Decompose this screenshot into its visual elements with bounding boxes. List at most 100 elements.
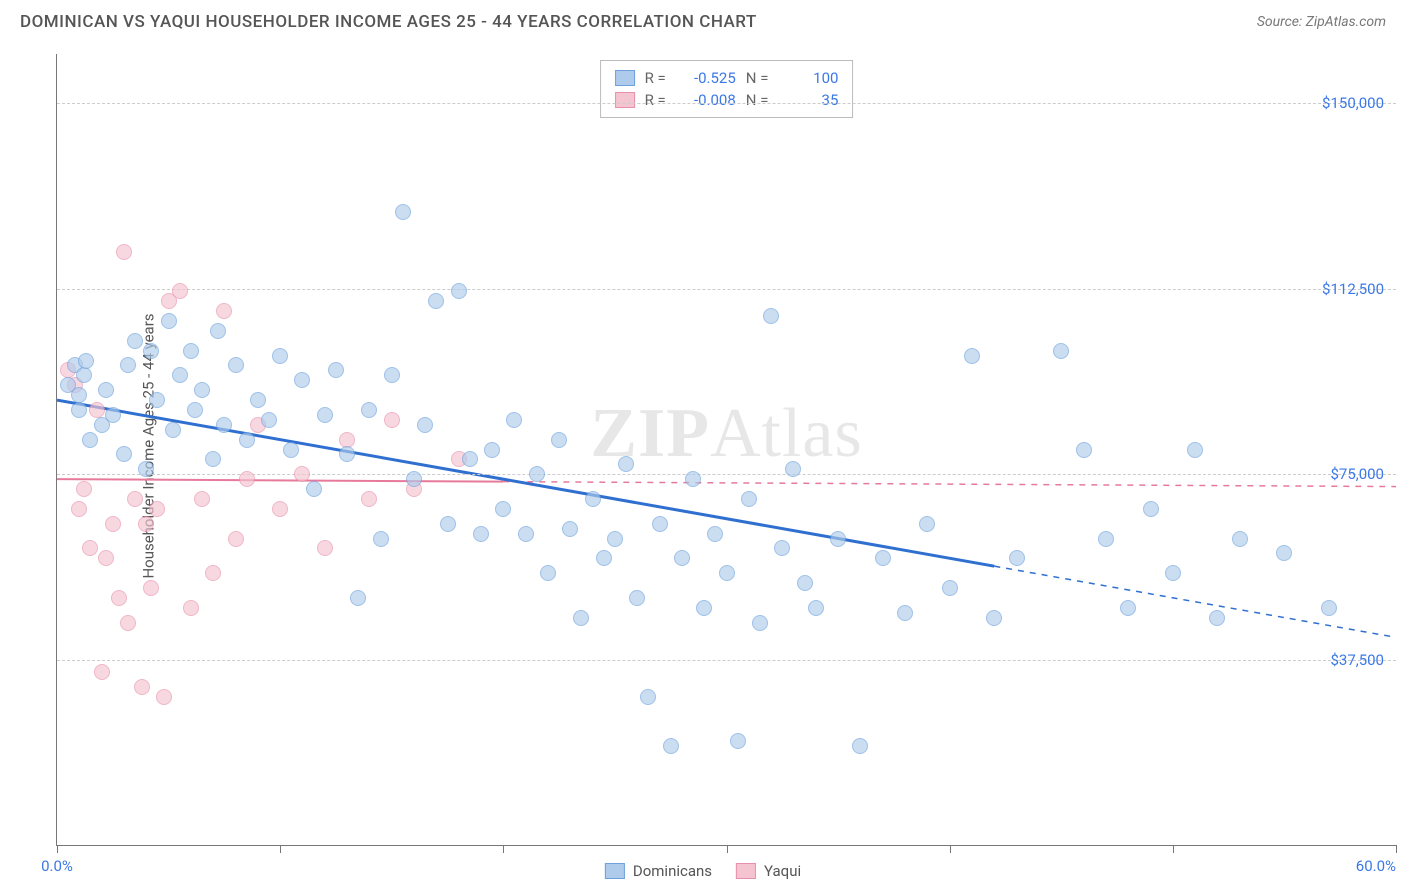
scatter-point-series2: [216, 303, 232, 319]
scatter-point-series1: [78, 353, 94, 369]
x-tick: [57, 845, 58, 853]
scatter-point-series1: [1053, 343, 1069, 359]
scatter-point-series1: [1187, 442, 1203, 458]
scatter-point-series1: [149, 392, 165, 408]
scatter-point-series1: [551, 432, 567, 448]
scatter-point-series1: [462, 451, 478, 467]
scatter-point-series1: [187, 402, 203, 418]
scatter-point-series1: [830, 531, 846, 547]
scatter-point-series1: [1209, 610, 1225, 626]
scatter-point-series2: [76, 481, 92, 497]
scatter-point-series1: [406, 471, 422, 487]
n-value-series1: 100: [778, 69, 838, 87]
scatter-point-series1: [440, 516, 456, 532]
scatter-point-series2: [361, 491, 377, 507]
scatter-point-series1: [205, 451, 221, 467]
scatter-point-series1: [194, 382, 210, 398]
scatter-point-series1: [640, 689, 656, 705]
legend-item-series1: Dominicans: [605, 862, 712, 880]
scatter-point-series1: [897, 605, 913, 621]
scatter-point-series2: [138, 516, 154, 532]
scatter-point-series1: [629, 590, 645, 606]
scatter-point-series1: [395, 204, 411, 220]
scatter-point-series2: [272, 501, 288, 517]
scatter-point-series2: [105, 516, 121, 532]
scatter-point-series1: [428, 293, 444, 309]
scatter-point-series2: [239, 471, 255, 487]
scatter-point-series1: [283, 442, 299, 458]
scatter-point-series2: [183, 600, 199, 616]
scatter-point-series1: [71, 387, 87, 403]
page-title: DOMINICAN VS YAQUI HOUSEHOLDER INCOME AG…: [20, 12, 757, 32]
scatter-point-series1: [797, 575, 813, 591]
scatter-point-series1: [250, 392, 266, 408]
scatter-point-series1: [239, 432, 255, 448]
scatter-point-series2: [82, 540, 98, 556]
scatter-point-series1: [120, 357, 136, 373]
scatter-point-series1: [529, 466, 545, 482]
scatter-point-series1: [1232, 531, 1248, 547]
scatter-point-series1: [484, 442, 500, 458]
scatter-point-series2: [98, 550, 114, 566]
r-value-series1: -0.525: [676, 69, 736, 87]
scatter-point-series1: [875, 550, 891, 566]
gridline: [57, 474, 1396, 475]
x-tick: [727, 845, 728, 853]
scatter-point-series1: [216, 417, 232, 433]
swatch-series2: [736, 863, 756, 879]
scatter-point-series1: [1165, 565, 1181, 581]
n-label: N =: [746, 91, 769, 109]
scatter-point-series1: [1120, 600, 1136, 616]
scatter-point-series1: [165, 422, 181, 438]
scatter-point-series1: [1143, 501, 1159, 517]
gridline: [57, 103, 1396, 104]
legend-bottom: Dominicans Yaqui: [605, 862, 801, 880]
scatter-point-series1: [116, 446, 132, 462]
scatter-point-series1: [261, 412, 277, 428]
scatter-point-series1: [294, 372, 310, 388]
scatter-point-series1: [76, 367, 92, 383]
scatter-point-series1: [361, 402, 377, 418]
scatter-point-series1: [763, 308, 779, 324]
scatter-point-series1: [562, 521, 578, 537]
legend-label-series2: Yaqui: [764, 862, 801, 880]
scatter-point-series1: [71, 402, 87, 418]
scatter-point-series2: [149, 501, 165, 517]
x-tick: [503, 845, 504, 853]
scatter-point-series1: [573, 610, 589, 626]
scatter-point-series1: [719, 565, 735, 581]
scatter-point-series2: [339, 432, 355, 448]
scatter-point-series1: [774, 540, 790, 556]
scatter-point-series1: [596, 550, 612, 566]
scatter-point-series1: [506, 412, 522, 428]
scatter-point-series1: [752, 615, 768, 631]
scatter-point-series2: [294, 466, 310, 482]
legend-item-series2: Yaqui: [736, 862, 801, 880]
scatter-point-series2: [194, 491, 210, 507]
scatter-point-series1: [339, 446, 355, 462]
swatch-series1: [615, 70, 635, 86]
x-tick: [1396, 845, 1397, 853]
scatter-point-series1: [730, 733, 746, 749]
r-label: R =: [645, 91, 666, 109]
scatter-point-series2: [384, 412, 400, 428]
scatter-point-series1: [663, 738, 679, 754]
x-tick: [950, 845, 951, 853]
x-tick-label-max: 60.0%: [1356, 857, 1396, 875]
stats-row-series1: R = -0.525 N = 100: [615, 67, 839, 89]
scatter-point-series1: [272, 348, 288, 364]
scatter-point-series1: [228, 357, 244, 373]
scatter-point-series2: [134, 679, 150, 695]
scatter-point-series2: [89, 402, 105, 418]
scatter-point-series1: [852, 738, 868, 754]
n-label: N =: [746, 69, 769, 87]
scatter-point-series1: [127, 333, 143, 349]
scatter-point-series1: [1009, 550, 1025, 566]
scatter-point-series2: [228, 531, 244, 547]
stats-row-series2: R = -0.008 N = 35: [615, 89, 839, 111]
scatter-point-series1: [808, 600, 824, 616]
scatter-point-series2: [156, 689, 172, 705]
scatter-point-series1: [741, 491, 757, 507]
scatter-point-series2: [116, 244, 132, 260]
scatter-point-series1: [785, 461, 801, 477]
